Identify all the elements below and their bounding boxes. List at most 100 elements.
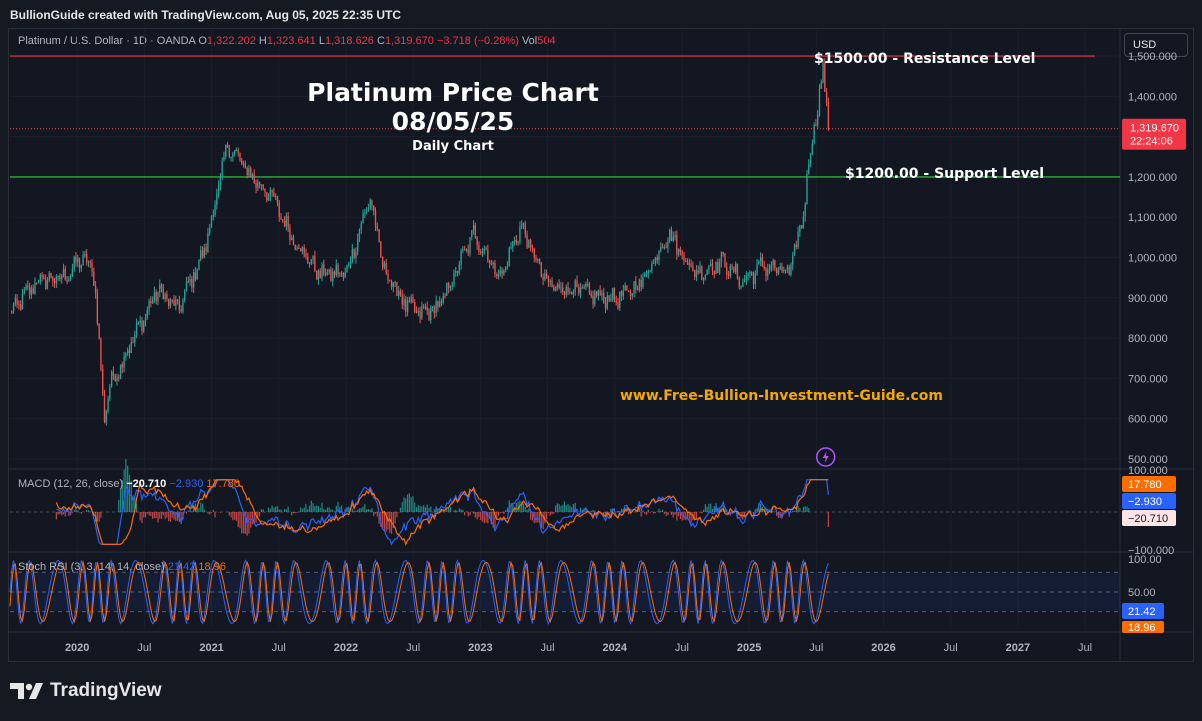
candle-body <box>62 268 65 276</box>
macd-histogram-bar <box>490 512 493 525</box>
candle-body <box>14 298 17 304</box>
macd-histogram-bar <box>505 510 507 512</box>
candle-body <box>483 248 485 252</box>
macd-histogram-bar <box>719 507 721 512</box>
candle-body <box>210 216 213 228</box>
macd-histogram-bar <box>578 511 580 512</box>
macd-histogram-bar <box>371 508 373 512</box>
macd-histogram-bar <box>585 507 587 512</box>
candle-body <box>727 274 730 277</box>
candle-body <box>385 263 387 274</box>
candle-body <box>501 270 503 275</box>
macd-histogram-bar <box>653 512 655 514</box>
candle-body <box>175 299 177 306</box>
macd-histogram-bar <box>444 509 446 512</box>
candle-body <box>387 273 389 281</box>
macd-histogram-bar <box>521 502 523 512</box>
candle-body <box>469 237 471 254</box>
macd-axis-top: 100.000 <box>1128 465 1168 477</box>
macd-histogram-bar <box>373 512 375 516</box>
macd-histogram-bar <box>551 512 553 515</box>
candle-body <box>524 223 526 235</box>
candle-body <box>405 299 407 312</box>
candle-body <box>180 309 182 312</box>
candle-body <box>299 248 302 252</box>
candle-body <box>480 251 482 253</box>
candle-body <box>289 228 291 241</box>
candle-body <box>617 302 619 308</box>
candle-body <box>166 293 168 299</box>
macd-histogram-bar <box>792 510 794 512</box>
macd-histogram-bar <box>462 509 464 512</box>
macd-histogram-bar <box>173 512 175 520</box>
macd-histogram-bar <box>542 512 544 530</box>
x-tick-label: 2023 <box>468 642 492 654</box>
candle-body <box>273 192 275 197</box>
macd-histogram-bar <box>119 489 122 512</box>
macd-histogram-bar <box>341 505 343 512</box>
stoch-label[interactable]: Stoch RSI (3, 3, 14, 14, close) <box>18 561 165 573</box>
macd-histogram-bar <box>118 500 120 512</box>
candle-body <box>435 301 437 314</box>
candle-body <box>267 196 270 201</box>
macd-histogram-bar <box>560 505 562 512</box>
candle-body <box>168 298 170 307</box>
macd-histogram-bar <box>658 508 660 512</box>
candle-body <box>702 277 705 280</box>
macd-histogram-bar <box>487 512 489 524</box>
candle-body <box>795 244 797 247</box>
candle-body <box>494 263 496 275</box>
candle-body <box>162 288 165 300</box>
macd-histogram-bar <box>392 512 394 529</box>
candle-body <box>296 248 298 250</box>
candle-body <box>758 261 760 264</box>
candle-body <box>510 247 512 249</box>
candle-body <box>401 295 403 305</box>
candle-body <box>415 311 418 313</box>
brand-name: TradingView <box>50 680 162 701</box>
currency-button[interactable]: USD <box>1124 33 1188 57</box>
macd-label[interactable]: MACD (12, 26, close) <box>18 478 124 490</box>
chart-frame <box>8 28 1194 662</box>
candle-body <box>28 287 31 295</box>
macd-histogram-bar <box>312 503 314 512</box>
candle-body <box>128 350 131 354</box>
candle-body <box>57 275 59 277</box>
macd-histogram-bar <box>317 505 320 512</box>
macd-histogram-bar <box>645 512 648 516</box>
macd-histogram-bar <box>262 509 264 512</box>
candle-body <box>488 260 491 264</box>
candle-body <box>91 262 93 272</box>
macd-histogram-bar <box>241 512 243 534</box>
candle-body <box>112 371 115 376</box>
candle-body <box>811 143 814 154</box>
candle-body <box>233 150 236 154</box>
tradingview-logo[interactable]: TradingView <box>10 680 162 702</box>
y-tick-label: 1,400.000 <box>1128 91 1177 103</box>
macd-histogram-bar <box>663 512 665 514</box>
candle-body <box>697 270 699 273</box>
macd-histogram-bar <box>743 512 746 518</box>
candle-body <box>184 291 186 301</box>
macd-histogram-bar <box>64 512 66 517</box>
candle-body <box>595 291 598 296</box>
macd-histogram-bar <box>383 512 386 532</box>
candle-body <box>663 247 666 249</box>
candle-body <box>44 279 47 290</box>
macd-histogram-bar <box>292 512 295 514</box>
macd-histogram-bar <box>332 509 334 512</box>
macd-histogram-bar <box>248 512 250 534</box>
candle-body <box>266 192 268 201</box>
macd-histogram-bar <box>547 512 550 513</box>
candle-body <box>765 268 767 277</box>
macd-histogram-bar <box>242 512 245 534</box>
candle-body <box>629 291 632 296</box>
macd-histogram-bar <box>308 505 311 512</box>
macd-histogram-bar <box>661 509 664 512</box>
candle-body <box>813 124 815 144</box>
candle-body <box>578 287 580 294</box>
macd-histogram-bar <box>355 510 357 512</box>
macd-histogram-bar <box>335 505 337 512</box>
symbol-name[interactable]: Platinum / U.S. Dollar · 1D · OANDA <box>18 35 196 47</box>
